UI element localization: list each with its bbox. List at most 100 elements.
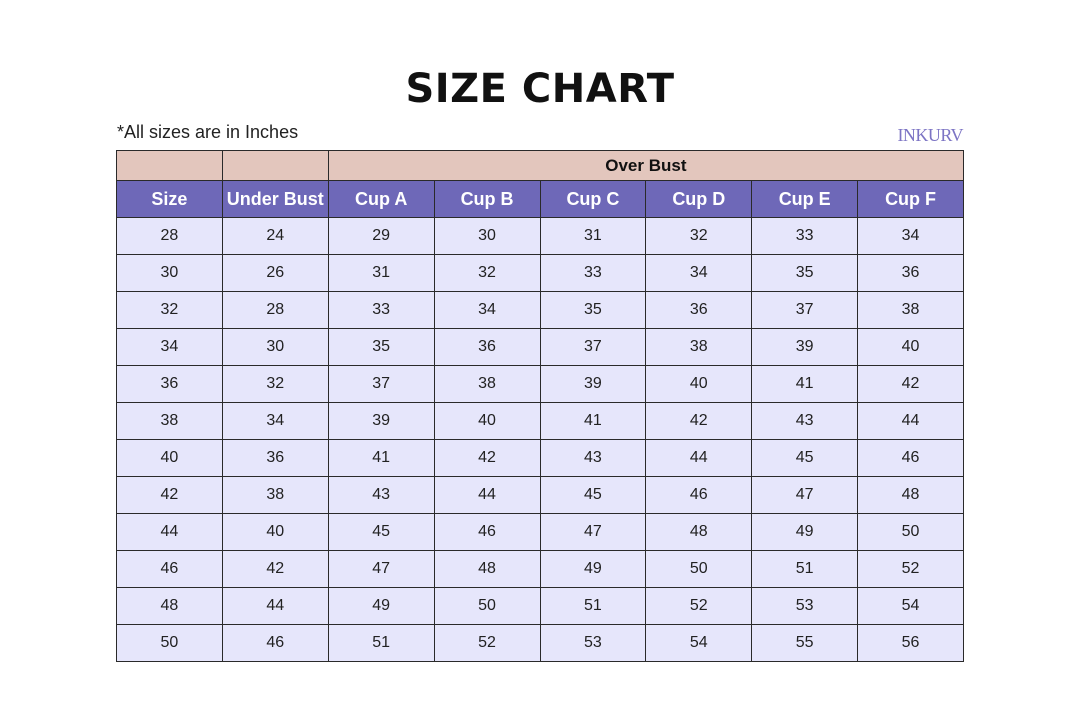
table-cell: 31: [327, 254, 435, 292]
table-cell: 26: [221, 254, 329, 292]
table-cell: 53: [539, 624, 647, 662]
table-cell: 48: [857, 476, 964, 514]
table-cell: 36: [645, 291, 753, 329]
table-cell: 28: [221, 291, 329, 329]
brand-logo: INKURV: [897, 125, 963, 145]
table-row: 36 32 37 38 39 40 41 42: [116, 365, 964, 403]
table-cell: 38: [221, 476, 329, 514]
table-row: 42 38 43 44 45 46 47 48: [116, 476, 964, 514]
column-header: Size: [116, 180, 223, 218]
column-header: Cup C: [539, 180, 647, 218]
table-cell: 51: [751, 550, 859, 588]
table-cell: 41: [751, 365, 859, 403]
table-cell: 43: [327, 476, 435, 514]
table-cell: 39: [751, 328, 859, 366]
table-cell: 49: [751, 513, 859, 551]
table-cell: 37: [751, 291, 859, 329]
table-cell: 46: [221, 624, 329, 662]
table-cell: 41: [327, 439, 435, 477]
table-cell: 39: [327, 402, 435, 440]
table-cell: 36: [116, 365, 223, 403]
table-cell: 42: [221, 550, 329, 588]
table-row: 28 24 29 30 31 32 33 34: [116, 217, 964, 255]
table-cell: 35: [327, 328, 435, 366]
table-row: 46 42 47 48 49 50 51 52: [116, 550, 964, 588]
table-cell: 37: [539, 328, 647, 366]
table-cell: 52: [433, 624, 541, 662]
table-cell: 34: [857, 217, 964, 255]
table-cell: 48: [645, 513, 753, 551]
table-cell: 41: [539, 402, 647, 440]
table-cell: 35: [539, 291, 647, 329]
table-cell: 43: [539, 439, 647, 477]
table-cell: 51: [327, 624, 435, 662]
table-cell: 38: [116, 402, 223, 440]
table-row: 30 26 31 32 33 34 35 36: [116, 254, 964, 292]
column-header: Cup B: [433, 180, 541, 218]
table-cell: 38: [857, 291, 964, 329]
table-cell: 42: [645, 402, 753, 440]
table-cell: 36: [221, 439, 329, 477]
column-header: Cup A: [327, 180, 435, 218]
table-cell: 40: [857, 328, 964, 366]
table-cell: 31: [539, 217, 647, 255]
table-cell: 40: [433, 402, 541, 440]
table-cell: 45: [751, 439, 859, 477]
table-cell: 37: [327, 365, 435, 403]
table-cell: 33: [327, 291, 435, 329]
table-cell: 32: [433, 254, 541, 292]
table-cell: 46: [645, 476, 753, 514]
page-title: SIZE CHART: [405, 66, 675, 112]
table-cell: 51: [539, 587, 647, 625]
table-cell: 46: [433, 513, 541, 551]
table-cell: 50: [857, 513, 964, 551]
table-cell: 29: [327, 217, 435, 255]
table-cell: 33: [539, 254, 647, 292]
table-cell: 44: [645, 439, 753, 477]
table-body: 28 24 29 30 31 32 33 34 30 26 31 32 33 34 35 36 32 28 33 34…: [116, 217, 964, 662]
table-cell: 47: [751, 476, 859, 514]
table-cell: 42: [116, 476, 223, 514]
table-cell: 30: [116, 254, 223, 292]
table-cell: 34: [433, 291, 541, 329]
table-cell: 48: [116, 587, 223, 625]
table-row: 48 44 49 50 51 52 53 54: [116, 587, 964, 625]
table-cell: 49: [539, 550, 647, 588]
table-cell: 38: [433, 365, 541, 403]
table-row: 32 28 33 34 35 36 37 38: [116, 291, 964, 329]
table-row: 38 34 39 40 41 42 43 44: [116, 402, 964, 440]
table-cell: 45: [539, 476, 647, 514]
table-cell: 35: [751, 254, 859, 292]
column-header: Cup F: [857, 180, 964, 218]
column-header: Cup E: [751, 180, 859, 218]
table-row: 40 36 41 42 43 44 45 46: [116, 439, 964, 477]
table-cell: 49: [327, 587, 435, 625]
table-cell: 36: [433, 328, 541, 366]
column-header: Under Bust: [221, 180, 329, 218]
over-bust-header: Over Bust: [327, 150, 965, 181]
table-cell: 39: [539, 365, 647, 403]
table-cell: 36: [857, 254, 964, 292]
units-note: *All sizes are in Inches: [117, 122, 299, 142]
table-cell: 50: [433, 587, 541, 625]
table-cell: 53: [751, 587, 859, 625]
table-cell: 28: [116, 217, 223, 255]
table-cell: 34: [221, 402, 329, 440]
table-cell: 56: [857, 624, 964, 662]
table-cell: 33: [751, 217, 859, 255]
table-cell: 40: [221, 513, 329, 551]
table-cell: 50: [116, 624, 223, 662]
table-cell: 44: [221, 587, 329, 625]
table-cell: 38: [645, 328, 753, 366]
table-cell: 34: [116, 328, 223, 366]
table-cell: 48: [433, 550, 541, 588]
table-cell: 42: [857, 365, 964, 403]
table-cell: 43: [751, 402, 859, 440]
table-cell: 52: [645, 587, 753, 625]
table-cell: 40: [116, 439, 223, 477]
table-cell: 24: [221, 217, 329, 255]
table-cell: 55: [751, 624, 859, 662]
empty-header-cell: [221, 150, 329, 181]
table-cell: 44: [857, 402, 964, 440]
